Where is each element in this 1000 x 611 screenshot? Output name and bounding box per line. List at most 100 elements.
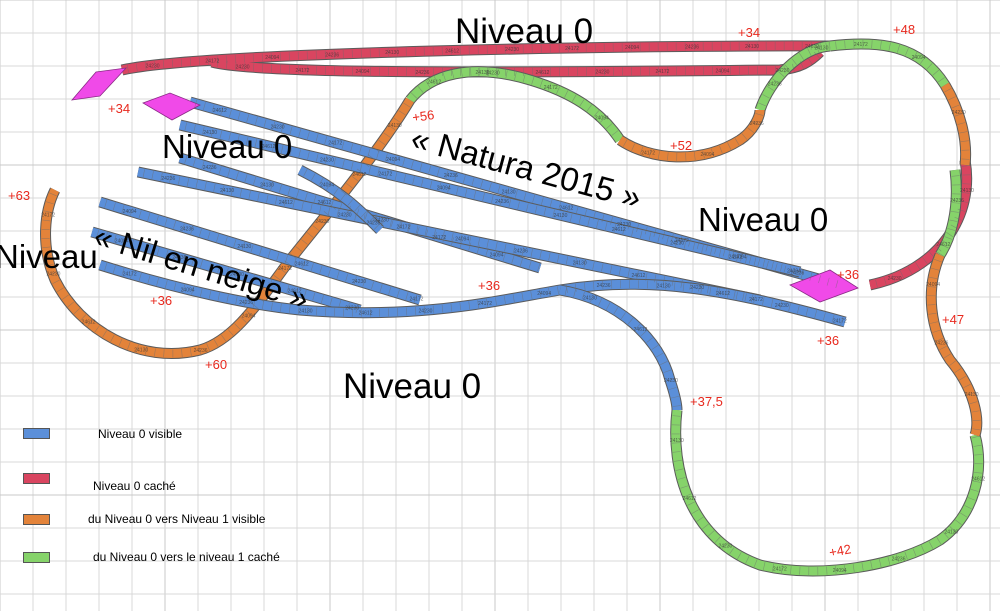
sleeper xyxy=(477,238,480,247)
sleeper xyxy=(398,110,406,116)
piece-code: 24230 xyxy=(690,285,704,291)
sleeper xyxy=(927,286,936,288)
sleeper xyxy=(394,172,398,181)
sleeper xyxy=(799,61,804,69)
sleeper xyxy=(398,221,401,230)
piece-code: 24236 xyxy=(161,176,175,182)
sleeper xyxy=(788,303,791,312)
sleeper xyxy=(818,275,821,284)
sleeper xyxy=(412,176,415,185)
sleeper xyxy=(237,134,240,143)
sleeper xyxy=(639,230,643,239)
sleeper xyxy=(286,285,290,293)
sleeper xyxy=(211,104,215,113)
sleeper xyxy=(224,236,228,245)
sleeper xyxy=(277,282,281,291)
elevation-label: +37,5 xyxy=(690,394,723,409)
sleeper xyxy=(112,265,116,274)
sleeper xyxy=(692,242,695,251)
sleeper xyxy=(751,294,754,303)
sleeper xyxy=(657,234,660,243)
sleeper xyxy=(198,228,202,237)
sleeper xyxy=(324,155,328,164)
sleeper xyxy=(949,219,958,222)
sleeper xyxy=(402,158,406,167)
sleeper xyxy=(160,172,163,181)
sleeper xyxy=(389,220,392,228)
sleeper xyxy=(319,205,322,214)
sleeper xyxy=(454,172,458,181)
sleeper xyxy=(627,317,634,325)
sleeper xyxy=(102,330,107,338)
sleeper xyxy=(792,267,795,276)
piece-code: 24612 xyxy=(632,273,646,279)
sleeper xyxy=(268,282,276,288)
sleeper xyxy=(935,245,942,252)
piece-code: 24236 xyxy=(790,271,804,277)
sleeper xyxy=(243,62,246,71)
sleeper xyxy=(245,136,249,145)
sleeper xyxy=(262,289,270,295)
sleeper xyxy=(416,226,420,235)
elevation-label: +34 xyxy=(108,101,130,116)
piece-code: 24612 xyxy=(536,70,550,76)
sleeper xyxy=(263,141,266,150)
piece-code: 24130 xyxy=(583,296,597,302)
sleeper xyxy=(276,252,280,261)
piece-code: 24130 xyxy=(960,188,974,194)
sleeper xyxy=(346,302,350,311)
sleeper xyxy=(511,255,515,264)
sleeper xyxy=(915,262,921,270)
hidden-ramp-hump xyxy=(406,67,624,143)
sleeper xyxy=(705,243,709,252)
sleeper xyxy=(130,207,134,216)
sleeper xyxy=(557,254,560,263)
sleeper xyxy=(774,263,778,271)
sleeper xyxy=(682,283,685,292)
sleeper xyxy=(762,259,766,268)
sleeper xyxy=(56,287,64,293)
piece-code: 24094 xyxy=(115,238,129,244)
sleeper xyxy=(618,219,622,228)
sleeper xyxy=(139,242,143,251)
sleeper xyxy=(261,179,265,188)
sleeper xyxy=(362,278,366,287)
sleeper xyxy=(113,234,117,243)
sleeper xyxy=(360,211,367,218)
sleeper xyxy=(318,177,324,186)
sleeper xyxy=(634,323,641,331)
sleeper xyxy=(727,251,731,260)
piece-code: 24236 xyxy=(776,68,790,74)
sleeper xyxy=(262,301,264,310)
sleeper xyxy=(482,193,485,201)
sleeper xyxy=(207,231,211,240)
piece-code: 24236 xyxy=(194,348,208,354)
level-marker-right xyxy=(789,269,859,303)
piece-code: 24612 xyxy=(445,49,459,55)
sleeper xyxy=(587,217,590,226)
sleeper xyxy=(740,253,743,262)
legend-swatch-visible xyxy=(23,428,50,439)
sleeper xyxy=(163,349,165,358)
sleeper xyxy=(766,86,774,91)
sleeper xyxy=(340,193,347,201)
piece-code: 24230 xyxy=(315,219,329,225)
sleeper xyxy=(271,302,273,311)
sleeper xyxy=(419,163,423,171)
sleeper xyxy=(173,220,177,229)
sleeper xyxy=(270,182,274,190)
sleeper xyxy=(972,480,981,483)
sleeper xyxy=(127,341,131,350)
piece-code: 24230 xyxy=(596,70,610,76)
sleeper xyxy=(379,284,383,293)
sleeper xyxy=(151,171,154,180)
elevation-label: +36 xyxy=(817,333,839,348)
piece-code: 24094 xyxy=(625,45,639,51)
sleeper xyxy=(714,246,717,254)
sleeper xyxy=(718,249,722,258)
sleeper xyxy=(514,189,518,198)
piece-code: 24236 xyxy=(444,173,458,179)
sleeper xyxy=(198,57,201,66)
sleeper xyxy=(564,287,567,296)
sleeper xyxy=(714,536,721,543)
